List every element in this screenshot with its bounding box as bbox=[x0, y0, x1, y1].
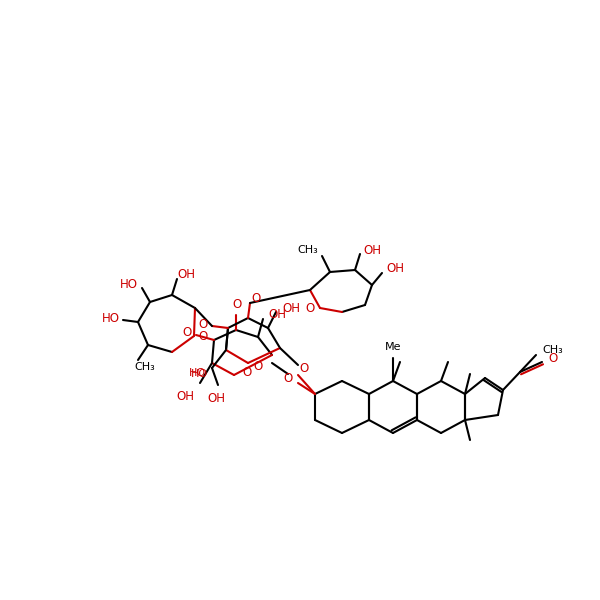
Text: OH: OH bbox=[207, 392, 225, 405]
Text: O: O bbox=[299, 361, 308, 374]
Text: OH: OH bbox=[176, 389, 194, 403]
Text: CH₃: CH₃ bbox=[134, 362, 155, 372]
Text: HO: HO bbox=[102, 311, 120, 325]
Text: HO: HO bbox=[189, 368, 206, 378]
Text: CH₃: CH₃ bbox=[297, 245, 318, 255]
Text: HO: HO bbox=[120, 277, 138, 290]
Text: O: O bbox=[253, 359, 262, 373]
Text: O: O bbox=[199, 317, 208, 331]
Text: O: O bbox=[548, 352, 557, 364]
Text: Me: Me bbox=[385, 342, 401, 352]
Text: O: O bbox=[198, 329, 207, 343]
Text: O: O bbox=[284, 371, 293, 385]
Text: OH: OH bbox=[363, 244, 381, 257]
Text: CH₃: CH₃ bbox=[542, 345, 563, 355]
Text: OH: OH bbox=[282, 301, 300, 314]
Text: O: O bbox=[232, 298, 242, 311]
Text: OH: OH bbox=[268, 308, 286, 322]
Text: O: O bbox=[242, 367, 251, 379]
Text: HO: HO bbox=[191, 369, 208, 379]
Text: O: O bbox=[306, 301, 315, 314]
Text: O: O bbox=[251, 292, 260, 305]
Text: O: O bbox=[183, 325, 192, 338]
Text: OH: OH bbox=[386, 263, 404, 275]
Text: OH: OH bbox=[177, 268, 195, 280]
